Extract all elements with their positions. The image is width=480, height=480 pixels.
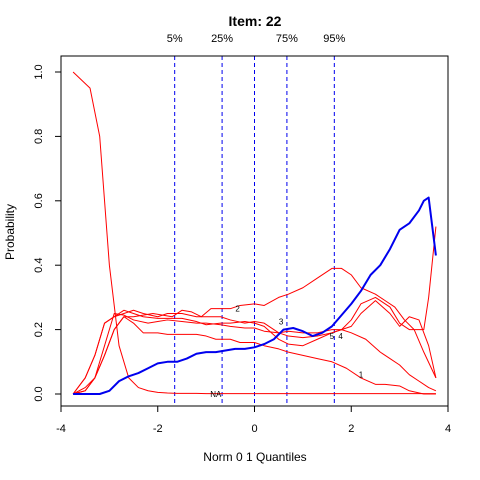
curve-label: 2	[235, 305, 240, 314]
x-axis-title: Norm 0 1 Quantiles	[203, 450, 306, 464]
option-curve	[72, 300, 437, 395]
x-tick-label: -4	[56, 423, 66, 435]
curve-label: 5	[330, 332, 335, 341]
quantile-label: 95%	[323, 33, 345, 45]
quantile-lines: 5% 25% 75% 95%	[167, 33, 346, 406]
chart-title: Item: 22	[229, 13, 282, 29]
quantile-label: 25%	[211, 33, 233, 45]
option-curve	[72, 267, 437, 395]
curve-label: 3	[279, 318, 284, 327]
curve-label: 1	[359, 371, 364, 380]
y-tick-label: 0.4	[33, 258, 45, 273]
curve-label: 4	[338, 332, 343, 341]
curve-labels: NA 1 2 3 45	[210, 305, 363, 399]
x-axis: -4 -2 0 2 4	[56, 406, 451, 435]
y-tick-label: 0.6	[33, 193, 45, 208]
x-tick-label: -2	[153, 423, 163, 435]
quantile-label: 75%	[276, 33, 298, 45]
option-curve	[72, 226, 437, 395]
quantile-label: 5%	[167, 33, 183, 45]
option-curve	[72, 71, 436, 395]
option-curve	[72, 313, 437, 395]
y-tick-label: 0.8	[33, 129, 45, 144]
y-axis-title: Probability	[3, 204, 17, 260]
y-tick-label: 0.0	[33, 386, 45, 401]
curve-label: NA	[210, 390, 222, 399]
probability-curves	[72, 71, 437, 395]
y-tick-label: 1.0	[33, 64, 45, 79]
x-tick-label: 0	[251, 423, 257, 435]
y-tick-label: 0.2	[33, 322, 45, 337]
x-tick-label: 4	[445, 423, 451, 435]
x-tick-label: 2	[348, 423, 354, 435]
y-axis: 0.0 0.2 0.4 0.6 0.8 1.0	[33, 64, 61, 402]
expected-score-curve	[73, 196, 437, 395]
